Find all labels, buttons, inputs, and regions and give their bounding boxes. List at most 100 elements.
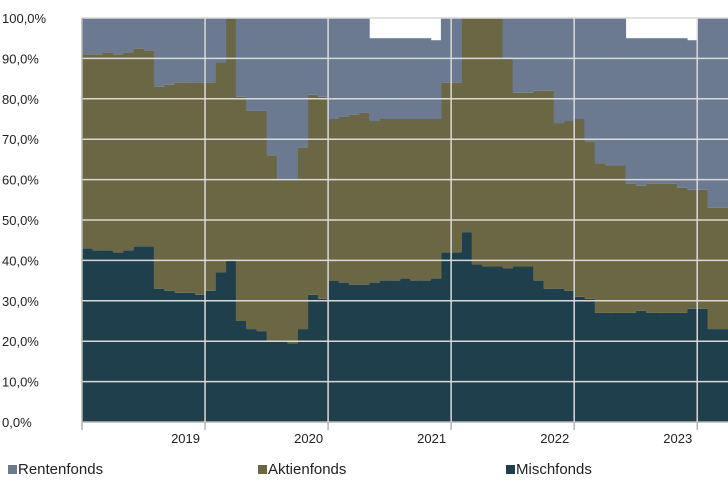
area-mischfonds-2018-12 <box>194 294 206 422</box>
area-mischfonds-2021-05 <box>492 266 504 422</box>
area-mischfonds-2018-05 <box>123 250 134 422</box>
area-aktienfonds-2021-10 <box>543 90 555 289</box>
area-aktienfonds-2022-01 <box>574 119 586 297</box>
area-rentenfonds-2022-03 <box>594 18 606 164</box>
area-mischfonds-2022-05 <box>615 312 627 422</box>
series-areas <box>82 18 728 422</box>
area-aktienfonds-2020-06 <box>379 119 391 281</box>
area-rentenfonds-2021-10 <box>543 18 555 91</box>
area-aktienfonds-2019-10 <box>297 147 309 330</box>
area-mischfonds-2020-04 <box>358 284 370 422</box>
area-rentenfonds-2018-09 <box>164 18 175 85</box>
area-mischfonds-2020-02 <box>338 282 350 422</box>
legend-item-aktienfonds: Aktienfonds <box>258 459 346 479</box>
area-mischfonds-2018-11 <box>184 292 196 422</box>
area-rentenfonds-2018-10 <box>174 18 186 83</box>
area-rentenfonds-2018-06 <box>133 18 145 49</box>
area-rentenfonds-2018-11 <box>184 18 196 83</box>
area-aktienfonds-2018-02 <box>92 54 104 251</box>
x-tick-label: 2022 <box>540 431 569 446</box>
area-rentenfonds-2020-05 <box>369 38 380 122</box>
area-aktienfonds-2022-09 <box>656 183 668 313</box>
area-mischfonds-2019-12 <box>317 298 329 422</box>
x-tick-label: 2023 <box>663 431 692 446</box>
area-aktienfonds-2022-12 <box>686 189 698 309</box>
area-rentenfonds-2019-07 <box>266 18 278 156</box>
area-aktienfonds-2020-03 <box>348 114 360 285</box>
area-aktienfonds-2019-06 <box>256 110 268 332</box>
series-mischfonds <box>82 232 728 422</box>
area-aktienfonds-2022-04 <box>604 165 616 313</box>
area-rentenfonds-2020-08 <box>399 38 411 120</box>
area-aktienfonds-2020-01 <box>328 119 339 281</box>
area-rentenfonds-2021-11 <box>553 18 565 124</box>
area-mischfonds-2022-12 <box>686 308 698 422</box>
y-tick-label: 70,0% <box>2 132 39 147</box>
legend-label-aktienfonds: Aktienfonds <box>268 460 347 478</box>
gridlines <box>81 17 728 423</box>
area-mischfonds-2018-03 <box>102 250 114 422</box>
y-axis-labels: 0,0% 10,0% 20,0% 30,0% 40,0% 50,0% 60,0% 70,0% 8… <box>2 11 47 430</box>
area-rentenfonds-2022-04 <box>604 18 616 166</box>
area-aktienfonds-2020-07 <box>389 119 401 281</box>
area-mischfonds-2021-12 <box>563 290 575 422</box>
area-aktienfonds-2019-02 <box>215 62 227 273</box>
area-rentenfonds-2019-04 <box>235 18 247 97</box>
area-rentenfonds-2019-12 <box>317 18 329 97</box>
area-mischfonds-2018-10 <box>174 292 186 422</box>
area-mischfonds-2020-03 <box>348 284 360 422</box>
area-rentenfonds-2018-08 <box>153 18 165 87</box>
area-rentenfonds-2021-01 <box>451 18 462 83</box>
legend-swatch-mischfonds <box>506 464 515 474</box>
area-mischfonds-2019-05 <box>246 329 257 422</box>
area-aktienfonds-2021-11 <box>553 123 565 289</box>
area-mischfonds-2021-08 <box>522 266 534 422</box>
legend-label-rentenfonds: Rentenfonds <box>18 460 104 478</box>
area-mischfonds-2020-12 <box>440 252 452 422</box>
y-tick-label: 0,0% <box>2 415 32 430</box>
area-rentenfonds-2020-12 <box>440 18 452 83</box>
area-rentenfonds-2023-01 <box>697 18 709 190</box>
area-rentenfonds-2022-06 <box>625 38 637 184</box>
area-mischfonds-2018-09 <box>164 290 175 422</box>
area-aktienfonds-2022-06 <box>625 183 637 313</box>
area-mischfonds-2018-08 <box>153 288 165 422</box>
area-rentenfonds-2019-06 <box>256 18 268 111</box>
area-mischfonds-2022-03 <box>594 312 606 422</box>
area-mischfonds-2020-01 <box>328 280 339 422</box>
area-aktienfonds-2020-04 <box>358 112 370 285</box>
area-aktienfonds-2021-09 <box>533 90 545 281</box>
area-mischfonds-2019-04 <box>235 321 247 422</box>
y-tick-label: 30,0% <box>2 294 39 309</box>
area-aktienfonds-2020-10 <box>420 119 432 281</box>
area-aktienfonds-2020-09 <box>410 119 421 281</box>
area-mischfonds-2023-01 <box>697 308 709 422</box>
area-aktienfonds-2022-11 <box>676 187 688 313</box>
area-rentenfonds-2022-12 <box>686 40 698 190</box>
area-aktienfonds-2018-03 <box>102 52 114 251</box>
area-mischfonds-2022-04 <box>604 312 616 422</box>
area-aktienfonds-2022-03 <box>594 163 606 313</box>
y-tick-label: 60,0% <box>2 173 39 188</box>
area-aktienfonds-2018-05 <box>123 52 134 251</box>
area-mischfonds-2021-02 <box>461 232 473 422</box>
area-mischfonds-2022-02 <box>584 298 596 422</box>
area-aktienfonds-2022-08 <box>645 183 657 313</box>
area-mischfonds-2020-05 <box>369 282 380 422</box>
legend-label-mischfonds: Mischfonds <box>516 460 592 478</box>
area-mischfonds-2022-08 <box>645 312 657 422</box>
area-rentenfonds-2023-02 <box>707 18 719 208</box>
y-tick-label: 100,0% <box>2 11 47 26</box>
area-aktienfonds-2021-04 <box>481 18 493 267</box>
area-mischfonds-2020-09 <box>410 280 421 422</box>
area-aktienfonds-2023-02 <box>707 207 719 330</box>
area-rentenfonds-2021-08 <box>522 18 534 93</box>
area-mischfonds-2019-09 <box>287 343 298 422</box>
area-aktienfonds-2020-05 <box>369 121 380 283</box>
area-rentenfonds-2018-04 <box>112 18 124 55</box>
area-mischfonds-2019-11 <box>307 294 319 422</box>
area-mischfonds-2019-06 <box>256 331 268 422</box>
area-mischfonds-2018-01 <box>82 248 93 422</box>
y-tick-label: 50,0% <box>2 213 39 228</box>
area-rentenfonds-2018-12 <box>194 18 206 83</box>
